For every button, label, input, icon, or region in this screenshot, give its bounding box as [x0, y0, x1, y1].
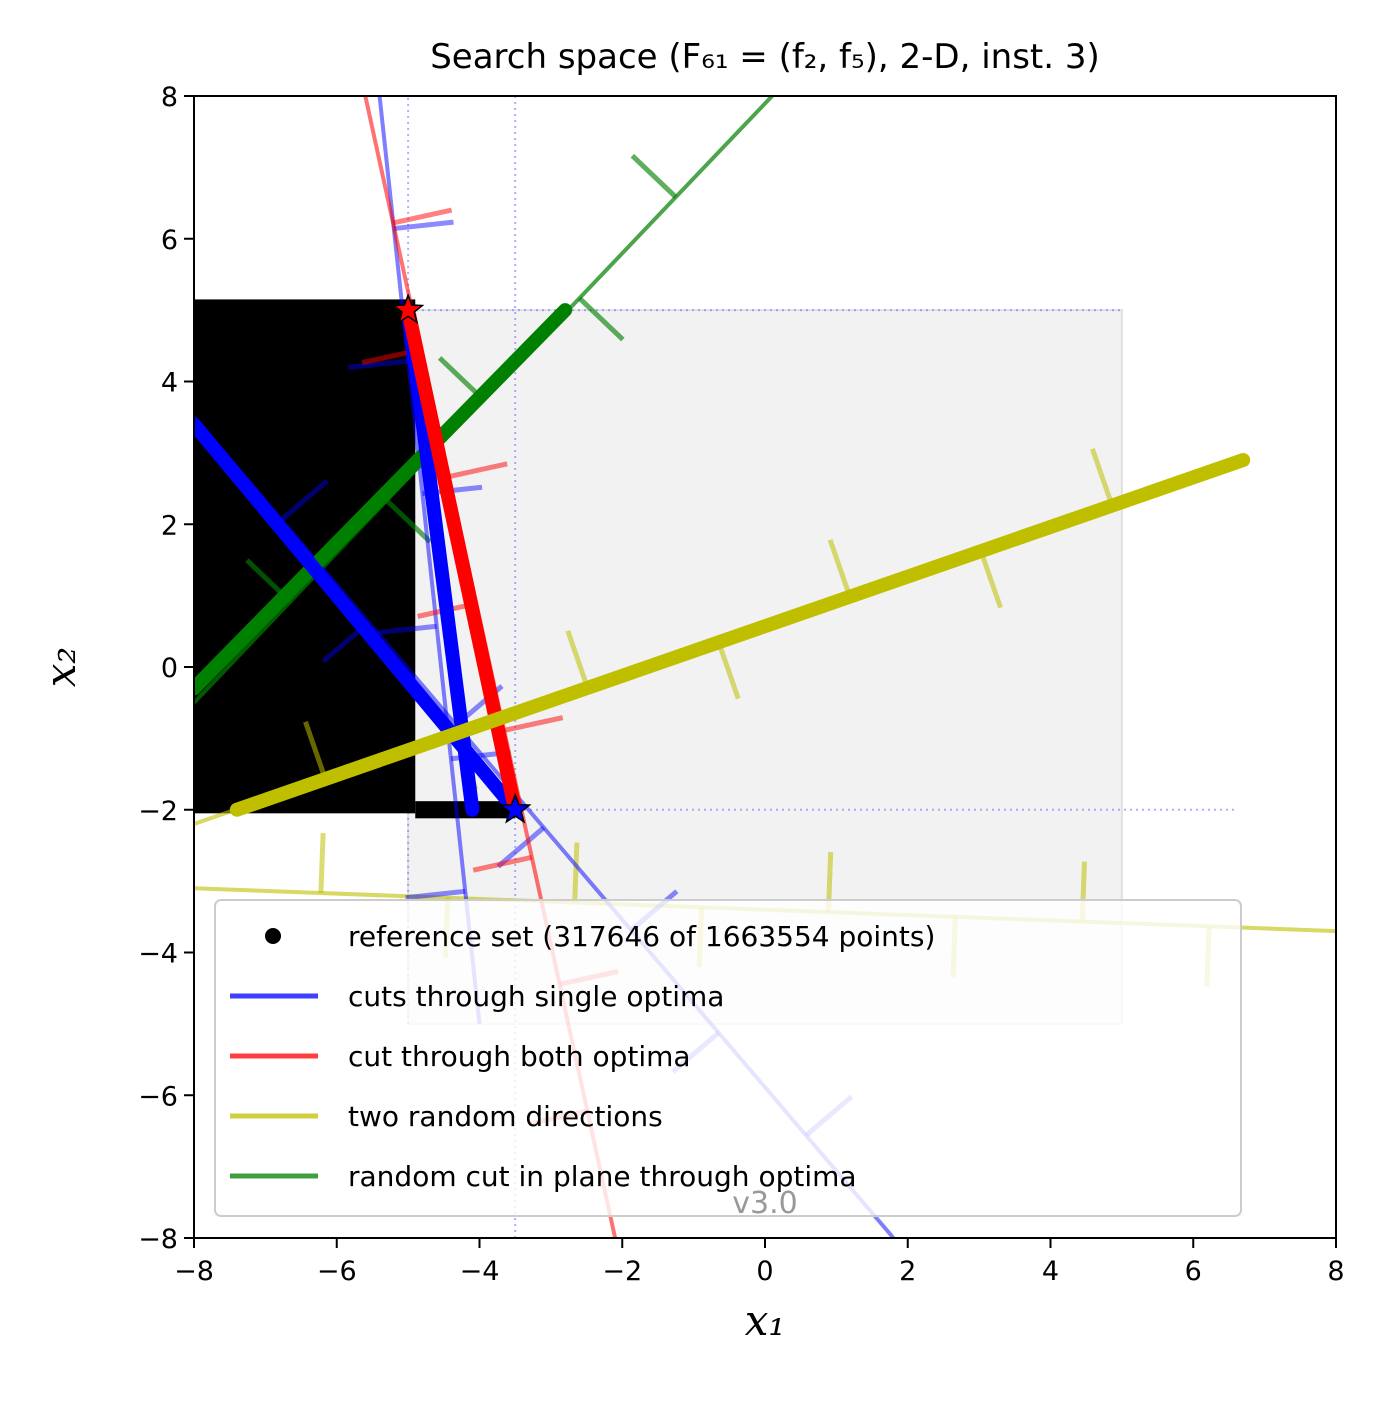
legend-label: cuts through single optima — [348, 980, 724, 1013]
y-tick-label: 6 — [161, 225, 178, 256]
optimum-star-marker — [498, 792, 532, 824]
random-direction-cut-tick — [978, 550, 1003, 609]
y-tick-label: −8 — [138, 1224, 178, 1255]
plane-random-cut-front — [194, 303, 573, 696]
x-tick-label: 2 — [899, 1256, 916, 1287]
single-optimum-cut-tick — [496, 825, 546, 869]
both-optima-cut-tick — [392, 207, 453, 226]
single-optimum-cut-tick — [393, 219, 454, 232]
single-optimum-cut-tick — [405, 888, 466, 901]
x-tick-label: −8 — [174, 1256, 214, 1287]
random-direction-cut-tick — [565, 630, 590, 689]
y-axis-ticks: −8 −6 −4 −2 0 2 4 6 8 — [138, 82, 194, 1255]
single-optimum-cut-tick — [376, 623, 437, 636]
x-tick-label: 0 — [756, 1256, 773, 1287]
x-tick-label: 4 — [1042, 1256, 1059, 1287]
plane-random-cut-tick — [630, 153, 678, 199]
x-tick-label: 8 — [1327, 1256, 1344, 1287]
optimum-star-marker — [391, 292, 425, 325]
chart-title: Search space (F₆₁ = (f₂, f₅), 2-D, inst.… — [430, 37, 1100, 77]
random-direction-cut-tick — [1090, 448, 1115, 507]
legend: reference set (317646 of 1663554 points)… — [214, 899, 1242, 1217]
single-optimum-cut-front — [194, 417, 523, 817]
both-optima-cut-tick — [503, 715, 564, 733]
y-tick-label: 0 — [161, 653, 178, 684]
y-tick-label: −4 — [138, 939, 178, 970]
y-tick-label: 2 — [161, 510, 178, 541]
x-tick-label: −6 — [317, 1256, 357, 1287]
random-direction-cut-tick — [827, 539, 853, 598]
y-tick-label: −6 — [138, 1081, 178, 1112]
random-direction-cut-front — [229, 453, 1251, 817]
x-tick-label: −2 — [602, 1256, 642, 1287]
y-axis-label: x₂ — [36, 647, 85, 688]
reference-set-points — [415, 801, 516, 819]
plane-random-cut-tick — [577, 296, 625, 342]
plane-random-cut-tick — [384, 498, 432, 544]
x-axis-ticks: −8 −6 −4 −2 0 2 4 6 8 — [174, 1238, 1345, 1287]
legend-frame — [214, 899, 1242, 1217]
version-watermark: v3.0 — [732, 1186, 797, 1221]
random-direction-cut-tick — [318, 832, 326, 894]
both-optima-cut-tick — [448, 461, 508, 480]
y-tick-label: 4 — [161, 368, 178, 399]
random-direction-cut-tick — [303, 721, 328, 780]
y-tick-label: 8 — [161, 82, 178, 113]
both-optima-cut-tick — [472, 854, 533, 873]
x-tick-label: 6 — [1185, 1256, 1202, 1287]
x-axis-label: x₁ — [745, 1296, 786, 1345]
single-optimum-cut-tick — [348, 358, 409, 371]
x-tick-label: −4 — [460, 1256, 500, 1287]
legend-label: reference set (317646 of 1663554 points) — [348, 920, 935, 953]
legend-label: cut through both optima — [348, 1040, 691, 1073]
y-tick-label: −2 — [138, 796, 178, 827]
single-optimum-cut-tick — [279, 478, 329, 522]
single-optimum-cut — [377, 96, 482, 1025]
legend-marker — [265, 928, 281, 944]
legend-label: random cut in plane through optima — [348, 1160, 857, 1193]
random-direction-cut-tick — [572, 842, 580, 903]
random-direction-cut-tick — [716, 641, 741, 700]
legend-label: two random directions — [348, 1100, 663, 1133]
